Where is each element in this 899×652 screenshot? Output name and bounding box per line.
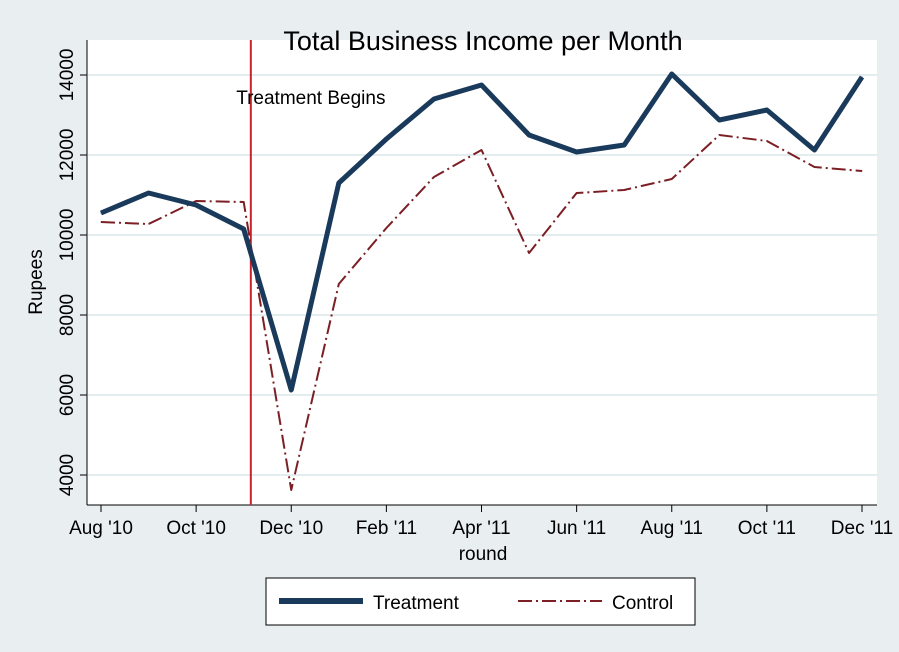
x-tick-label: Dec '10 xyxy=(259,518,323,539)
data-point-control xyxy=(100,221,102,223)
data-point-control xyxy=(385,227,387,229)
x-tick-label: Apr '11 xyxy=(452,518,510,539)
data-point-control xyxy=(433,176,435,178)
data-point-control xyxy=(338,283,340,285)
data-point-treatment xyxy=(481,84,482,86)
legend: Treatment Control xyxy=(265,577,696,626)
data-point-treatment xyxy=(861,76,863,78)
y-tick-label: 4000 xyxy=(57,454,78,496)
y-tick-label: 14000 xyxy=(57,49,78,102)
data-point-control xyxy=(481,149,482,151)
x-tick-label: Aug '10 xyxy=(69,518,133,539)
y-tick-label: 10000 xyxy=(57,209,78,262)
data-point-control xyxy=(195,200,197,202)
y-axis-label: Rupees xyxy=(26,249,47,315)
data-point-treatment xyxy=(813,149,815,151)
data-point-control xyxy=(576,192,578,194)
data-point-treatment xyxy=(338,182,340,184)
data-point-control xyxy=(813,166,815,168)
legend-label-treatment: Treatment xyxy=(373,593,460,614)
x-tick-label: Aug '11 xyxy=(641,518,703,539)
chart-title: Total Business Income per Month xyxy=(283,26,682,56)
x-tick-label: Jun '11 xyxy=(547,518,606,539)
data-point-control xyxy=(528,252,530,254)
y-tick-label: 6000 xyxy=(57,374,78,416)
data-point-treatment xyxy=(243,228,245,230)
data-point-treatment xyxy=(766,109,768,111)
data-point-treatment xyxy=(290,389,292,391)
data-point-treatment xyxy=(385,138,387,140)
x-tick-label: Dec '11 xyxy=(831,518,893,539)
data-point-treatment xyxy=(100,212,102,214)
data-point-treatment xyxy=(576,151,578,153)
data-point-treatment xyxy=(433,98,435,100)
data-point-treatment xyxy=(671,73,673,75)
data-point-control xyxy=(861,170,863,172)
y-tick-label: 8000 xyxy=(57,294,78,336)
data-point-control xyxy=(148,223,150,225)
data-point-treatment xyxy=(718,119,720,121)
data-point-control xyxy=(766,140,768,142)
x-tick-label: Oct '10 xyxy=(166,518,226,539)
data-point-control xyxy=(718,134,720,136)
data-point-treatment xyxy=(528,134,530,136)
data-point-control xyxy=(623,189,625,191)
data-point-control xyxy=(290,489,292,491)
data-point-control xyxy=(243,201,245,203)
y-tick-label: 12000 xyxy=(57,129,78,182)
plot-area xyxy=(87,40,877,505)
data-point-treatment xyxy=(195,204,197,206)
data-point-control xyxy=(671,178,673,180)
legend-label-control: Control xyxy=(612,593,673,614)
data-point-treatment xyxy=(148,192,150,194)
data-point-treatment xyxy=(623,144,625,146)
x-axis-label: round xyxy=(459,544,508,565)
x-tick-label: Feb '11 xyxy=(356,518,417,539)
x-tick-label: Oct '11 xyxy=(738,518,796,539)
treatment-begins-label: Treatment Begins xyxy=(236,88,385,109)
